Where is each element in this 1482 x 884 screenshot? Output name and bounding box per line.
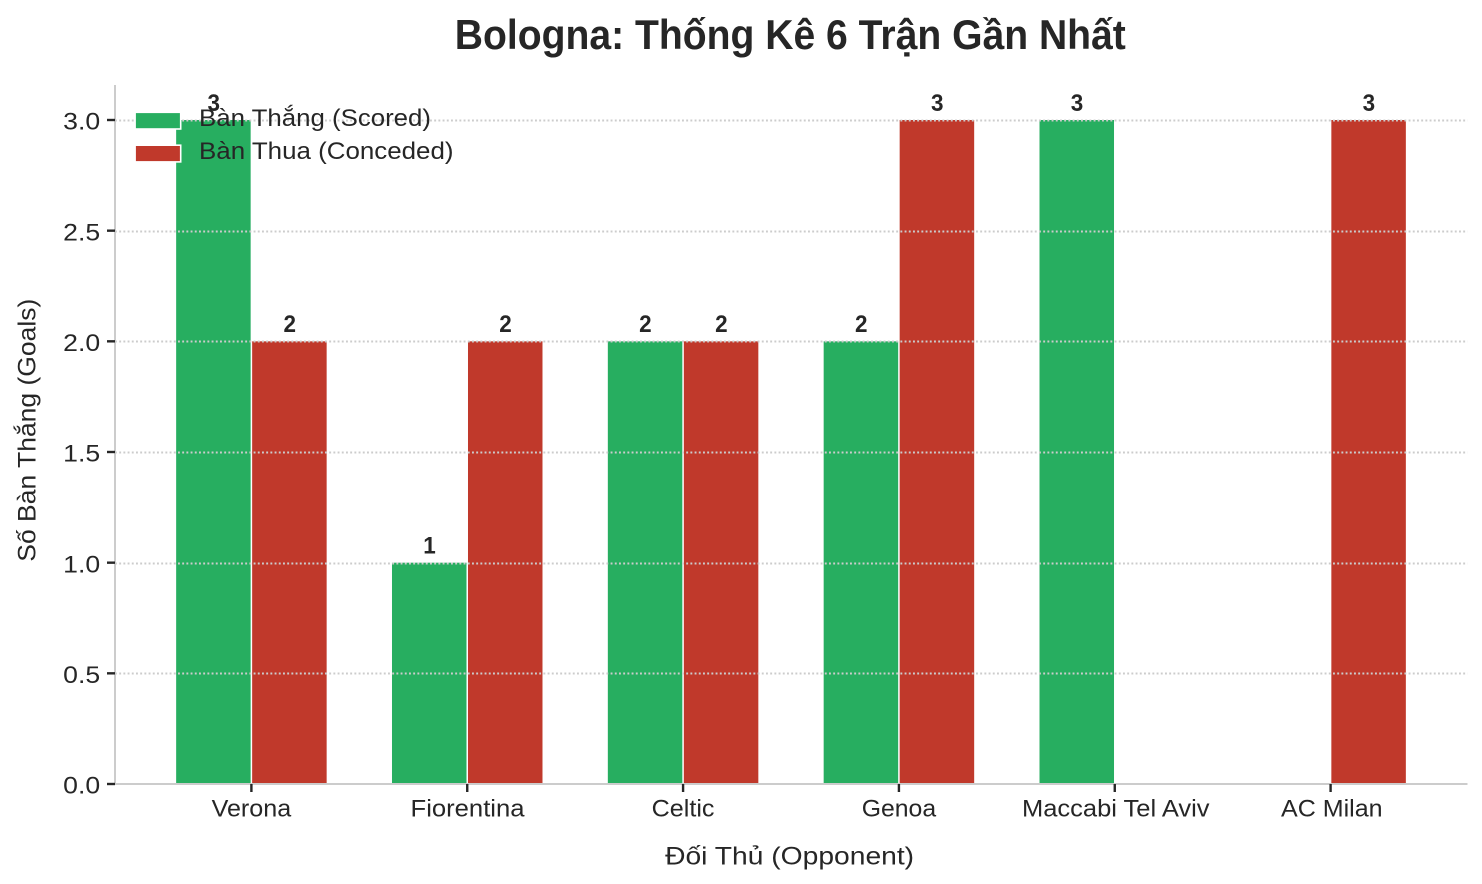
svg-text:3.0: 3.0 bbox=[63, 109, 100, 136]
svg-text:3: 3 bbox=[207, 90, 220, 117]
svg-text:AC Milan: AC Milan bbox=[1281, 796, 1383, 823]
svg-text:2: 2 bbox=[855, 311, 868, 338]
svg-text:1.5: 1.5 bbox=[63, 441, 100, 468]
svg-text:1: 1 bbox=[423, 532, 436, 559]
svg-text:Genoa: Genoa bbox=[862, 796, 937, 823]
svg-text:1.0: 1.0 bbox=[63, 551, 100, 578]
svg-text:Celtic: Celtic bbox=[652, 796, 715, 823]
svg-text:2: 2 bbox=[715, 311, 728, 338]
svg-text:Maccabi Tel Aviv: Maccabi Tel Aviv bbox=[1022, 796, 1210, 823]
svg-text:2: 2 bbox=[499, 311, 512, 338]
svg-text:Số Bàn Thắng (Goals): Số Bàn Thắng (Goals) bbox=[13, 299, 42, 562]
svg-text:0.0: 0.0 bbox=[63, 773, 100, 800]
svg-text:3: 3 bbox=[1363, 90, 1376, 117]
svg-text:Bologna: Thống Kê 6 Trận Gần N: Bologna: Thống Kê 6 Trận Gần Nhất bbox=[455, 11, 1126, 58]
svg-text:2: 2 bbox=[283, 311, 296, 338]
svg-text:2: 2 bbox=[639, 311, 652, 338]
svg-text:2.5: 2.5 bbox=[63, 219, 100, 246]
svg-text:2.0: 2.0 bbox=[63, 330, 100, 357]
svg-text:Bàn Thắng (Scored): Bàn Thắng (Scored) bbox=[199, 105, 431, 132]
svg-text:Bàn Thua (Conceded): Bàn Thua (Conceded) bbox=[199, 138, 454, 165]
svg-text:0.5: 0.5 bbox=[63, 662, 100, 689]
svg-text:3: 3 bbox=[931, 90, 944, 117]
svg-text:Fiorentina: Fiorentina bbox=[411, 796, 526, 823]
svg-text:3: 3 bbox=[1071, 90, 1084, 117]
svg-text:Verona: Verona bbox=[212, 796, 292, 823]
svg-text:Đối Thủ (Opponent): Đối Thủ (Opponent) bbox=[665, 843, 914, 871]
